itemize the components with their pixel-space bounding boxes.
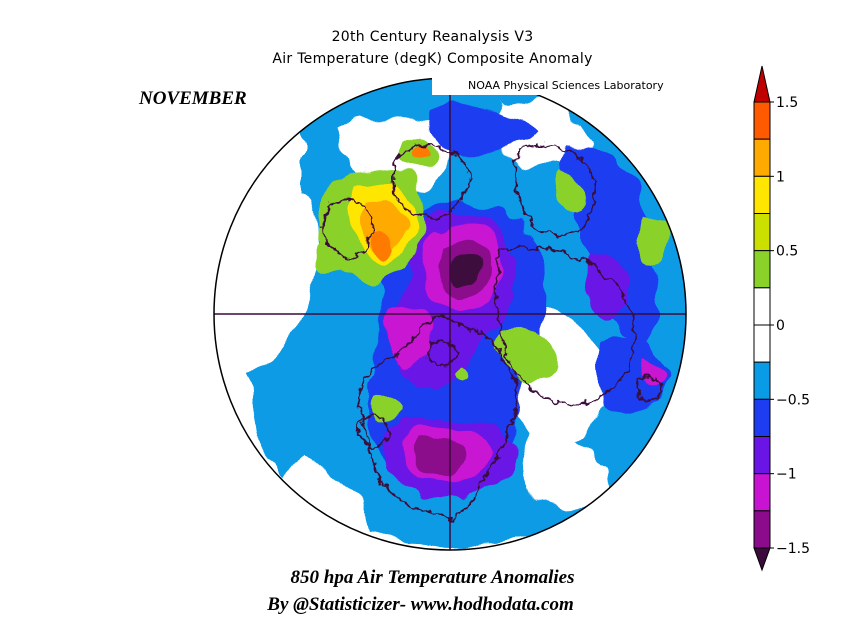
warm-field-orange-north	[412, 145, 428, 159]
warm-field-deep-orange	[373, 230, 398, 257]
warm-field-green-small	[455, 370, 473, 386]
colorbar-tick-label: −1.5	[776, 541, 810, 557]
chart-title: 20th Century Reanalysis V3	[331, 29, 534, 45]
warm-field-green-europe	[554, 173, 587, 211]
colorbar-segment	[753, 138, 771, 177]
colorbar-tick-label: −1	[776, 467, 797, 483]
cold-core-darkest	[449, 255, 478, 284]
colorbar-tick-label: −0.5	[776, 392, 810, 408]
colorbar-segment	[753, 213, 771, 252]
colorbar-tick-label: 1	[776, 169, 785, 185]
coastline-north-america	[358, 318, 518, 521]
chart-subtitle: Air Temperature (degK) Composite Anomaly	[272, 51, 593, 67]
colorbar-segment	[753, 101, 771, 140]
coastline-europe	[514, 144, 596, 236]
colorbar-segment	[753, 473, 771, 512]
coastline-japan	[639, 375, 661, 402]
colorbar-tick-label: 0	[776, 318, 785, 334]
warm-field-green-east	[640, 214, 672, 261]
colorbar-segment	[753, 175, 771, 214]
cold-field-blue-ne	[593, 337, 670, 411]
colorbar-segment	[753, 324, 771, 363]
coastline-africa	[323, 199, 374, 259]
colorbar-segment	[753, 287, 771, 326]
colorbar-tick-label: 0.5	[776, 244, 798, 260]
lab-label: NOAA Physical Sciences Laboratory	[432, 76, 688, 95]
anomaly-fields	[214, 78, 686, 545]
colorbar-segment	[753, 361, 771, 400]
colorbar-tick-label: 1.5	[776, 95, 798, 111]
colorbar: 1.5 1 0.5 0 −0.5 −1 −1.5	[753, 65, 810, 572]
caption-title: 850 hpa Air Temperature Anomalies	[290, 567, 575, 588]
coastline-greenland	[391, 144, 470, 219]
polar-map-disc	[214, 78, 686, 550]
colorbar-segment	[753, 398, 771, 438]
coastline-asia	[495, 246, 636, 406]
cold-field-blue-nw	[427, 106, 540, 157]
warm-field-green-pacific	[371, 393, 401, 418]
colorbar-segment	[753, 250, 771, 289]
colorbar-segment	[753, 510, 771, 549]
colorbar-max-triangle	[753, 65, 771, 103]
warm-field-green-atlantic	[313, 243, 343, 274]
month-label: NOVEMBER	[139, 88, 247, 109]
caption-credit: By @Statisticizer- www.hodhodata.com	[267, 594, 574, 615]
colorbar-min-triangle	[753, 547, 771, 572]
coastline-alaska	[356, 415, 391, 447]
neutral-gap-west	[214, 191, 321, 373]
colorbar-segment	[753, 436, 771, 475]
coastlines	[323, 144, 661, 521]
cold-core-magenta-east	[638, 359, 666, 389]
neutral-gap-southeast	[518, 420, 606, 511]
cold-core-magenta-west	[385, 306, 432, 369]
